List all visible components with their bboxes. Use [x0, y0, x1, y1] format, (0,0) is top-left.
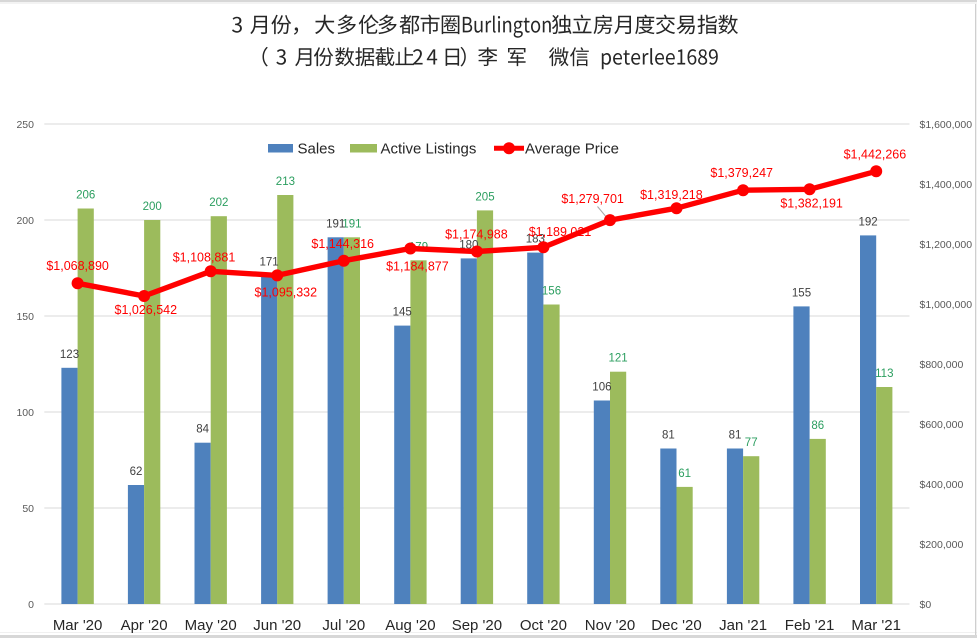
svg-text:$600,000: $600,000 — [920, 419, 964, 431]
svg-text:205: 205 — [475, 191, 494, 203]
svg-text:191: 191 — [326, 218, 345, 230]
svg-text:$1,379,247: $1,379,247 — [710, 166, 773, 180]
svg-text:250: 250 — [16, 119, 34, 131]
svg-text:81: 81 — [662, 430, 675, 442]
svg-text:$0: $0 — [920, 599, 932, 611]
svg-text:Mar '20: Mar '20 — [53, 617, 103, 634]
svg-text:Sales: Sales — [298, 141, 336, 158]
svg-text:84: 84 — [196, 424, 209, 436]
svg-text:Feb '21: Feb '21 — [785, 617, 835, 634]
svg-text:$1,095,332: $1,095,332 — [255, 285, 318, 299]
svg-text:$1,400,000: $1,400,000 — [920, 179, 973, 191]
svg-text:200: 200 — [143, 201, 162, 213]
svg-text:$1,174,988: $1,174,988 — [445, 228, 508, 242]
svg-text:$1,600,000: $1,600,000 — [920, 119, 973, 131]
svg-text:Active Listings: Active Listings — [381, 141, 477, 158]
svg-text:Average Price: Average Price — [525, 141, 619, 158]
svg-text:145: 145 — [393, 307, 412, 319]
svg-text:$1,442,266: $1,442,266 — [844, 148, 907, 162]
svg-text:62: 62 — [130, 466, 143, 478]
svg-text:$1,144,316: $1,144,316 — [311, 237, 374, 251]
svg-text:$1,382,191: $1,382,191 — [780, 197, 843, 211]
svg-text:81: 81 — [729, 430, 742, 442]
svg-text:$200,000: $200,000 — [920, 539, 964, 551]
svg-text:113: 113 — [875, 368, 893, 380]
svg-text:50: 50 — [22, 503, 34, 515]
svg-text:150: 150 — [16, 311, 34, 323]
svg-text:$1,279,701: $1,279,701 — [561, 192, 624, 206]
svg-text:Nov '20: Nov '20 — [585, 617, 635, 634]
svg-text:$1,068,890: $1,068,890 — [46, 259, 109, 273]
svg-text:Jun '20: Jun '20 — [253, 617, 301, 634]
svg-text:Oct '20: Oct '20 — [520, 617, 567, 634]
svg-text:$1,200,000: $1,200,000 — [920, 239, 973, 251]
svg-text:121: 121 — [609, 353, 628, 365]
svg-text:156: 156 — [542, 286, 561, 298]
svg-text:100: 100 — [16, 407, 34, 419]
svg-text:$800,000: $800,000 — [920, 359, 964, 371]
svg-text:Jan '21: Jan '21 — [719, 617, 767, 634]
svg-text:Apr '20: Apr '20 — [121, 617, 168, 634]
svg-text:86: 86 — [811, 420, 824, 432]
svg-text:$1,319,218: $1,319,218 — [640, 188, 703, 202]
svg-text:$400,000: $400,000 — [920, 479, 964, 491]
svg-text:202: 202 — [209, 197, 228, 209]
svg-text:$1,184,877: $1,184,877 — [386, 260, 449, 274]
svg-text:$1,000,000: $1,000,000 — [920, 299, 973, 311]
svg-text:$1,026,542: $1,026,542 — [115, 303, 178, 317]
svg-text:155: 155 — [792, 287, 811, 299]
svg-text:Sep '20: Sep '20 — [452, 617, 502, 634]
svg-text:213: 213 — [276, 176, 295, 188]
svg-text:May '20: May '20 — [185, 617, 237, 634]
svg-text:61: 61 — [678, 468, 691, 480]
svg-text:$1,108,881: $1,108,881 — [173, 251, 236, 265]
svg-text:Mar '21: Mar '21 — [851, 617, 901, 634]
svg-text:Dec '20: Dec '20 — [651, 617, 701, 634]
svg-text:206: 206 — [76, 190, 95, 202]
svg-text:Jul '20: Jul '20 — [322, 617, 365, 634]
svg-text:171: 171 — [260, 257, 279, 269]
svg-text:0: 0 — [28, 599, 34, 611]
svg-text:192: 192 — [859, 216, 878, 228]
svg-text:106: 106 — [592, 382, 611, 394]
svg-text:200: 200 — [16, 215, 34, 227]
svg-text:Aug '20: Aug '20 — [385, 617, 435, 634]
svg-text:77: 77 — [745, 437, 758, 449]
svg-text:191: 191 — [342, 218, 361, 230]
svg-text:123: 123 — [60, 349, 79, 361]
